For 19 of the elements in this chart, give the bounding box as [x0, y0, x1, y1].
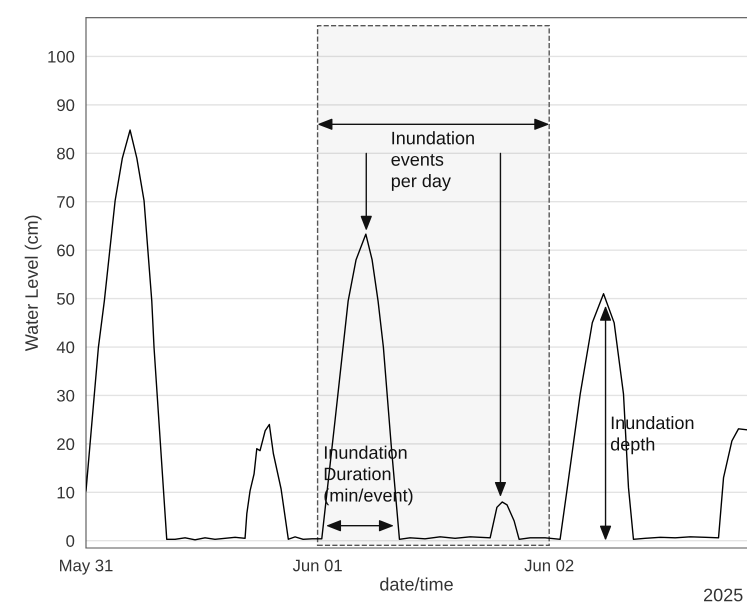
y-tick-label: 70 [57, 196, 74, 208]
y-tick-label: 0 [66, 535, 74, 547]
line-series [86, 129, 747, 540]
y-tick-label: 40 [56, 341, 74, 354]
y-axis-title: Water Level (cm) [24, 216, 42, 352]
x-tick-label: May 31 [60, 560, 113, 575]
y-tick-label: 50 [57, 292, 74, 305]
y-tick-label: 60 [57, 244, 74, 256]
x-tick-label: Jun 02 [524, 560, 574, 572]
x-tick-label: Jun 01 [292, 560, 342, 572]
annotation: Inundation events per day [391, 131, 474, 191]
y-tick-label: 20 [57, 438, 74, 450]
x-axis-title: date/time [380, 577, 453, 591]
y-tick-label: 10 [58, 486, 74, 499]
y-tick-label: 100 [48, 50, 74, 63]
text: 2025 [704, 588, 743, 602]
y-tick-label: 80 [57, 148, 74, 160]
y-tick-label: 30 [56, 390, 74, 402]
y-tick-label: 90 [57, 99, 74, 112]
